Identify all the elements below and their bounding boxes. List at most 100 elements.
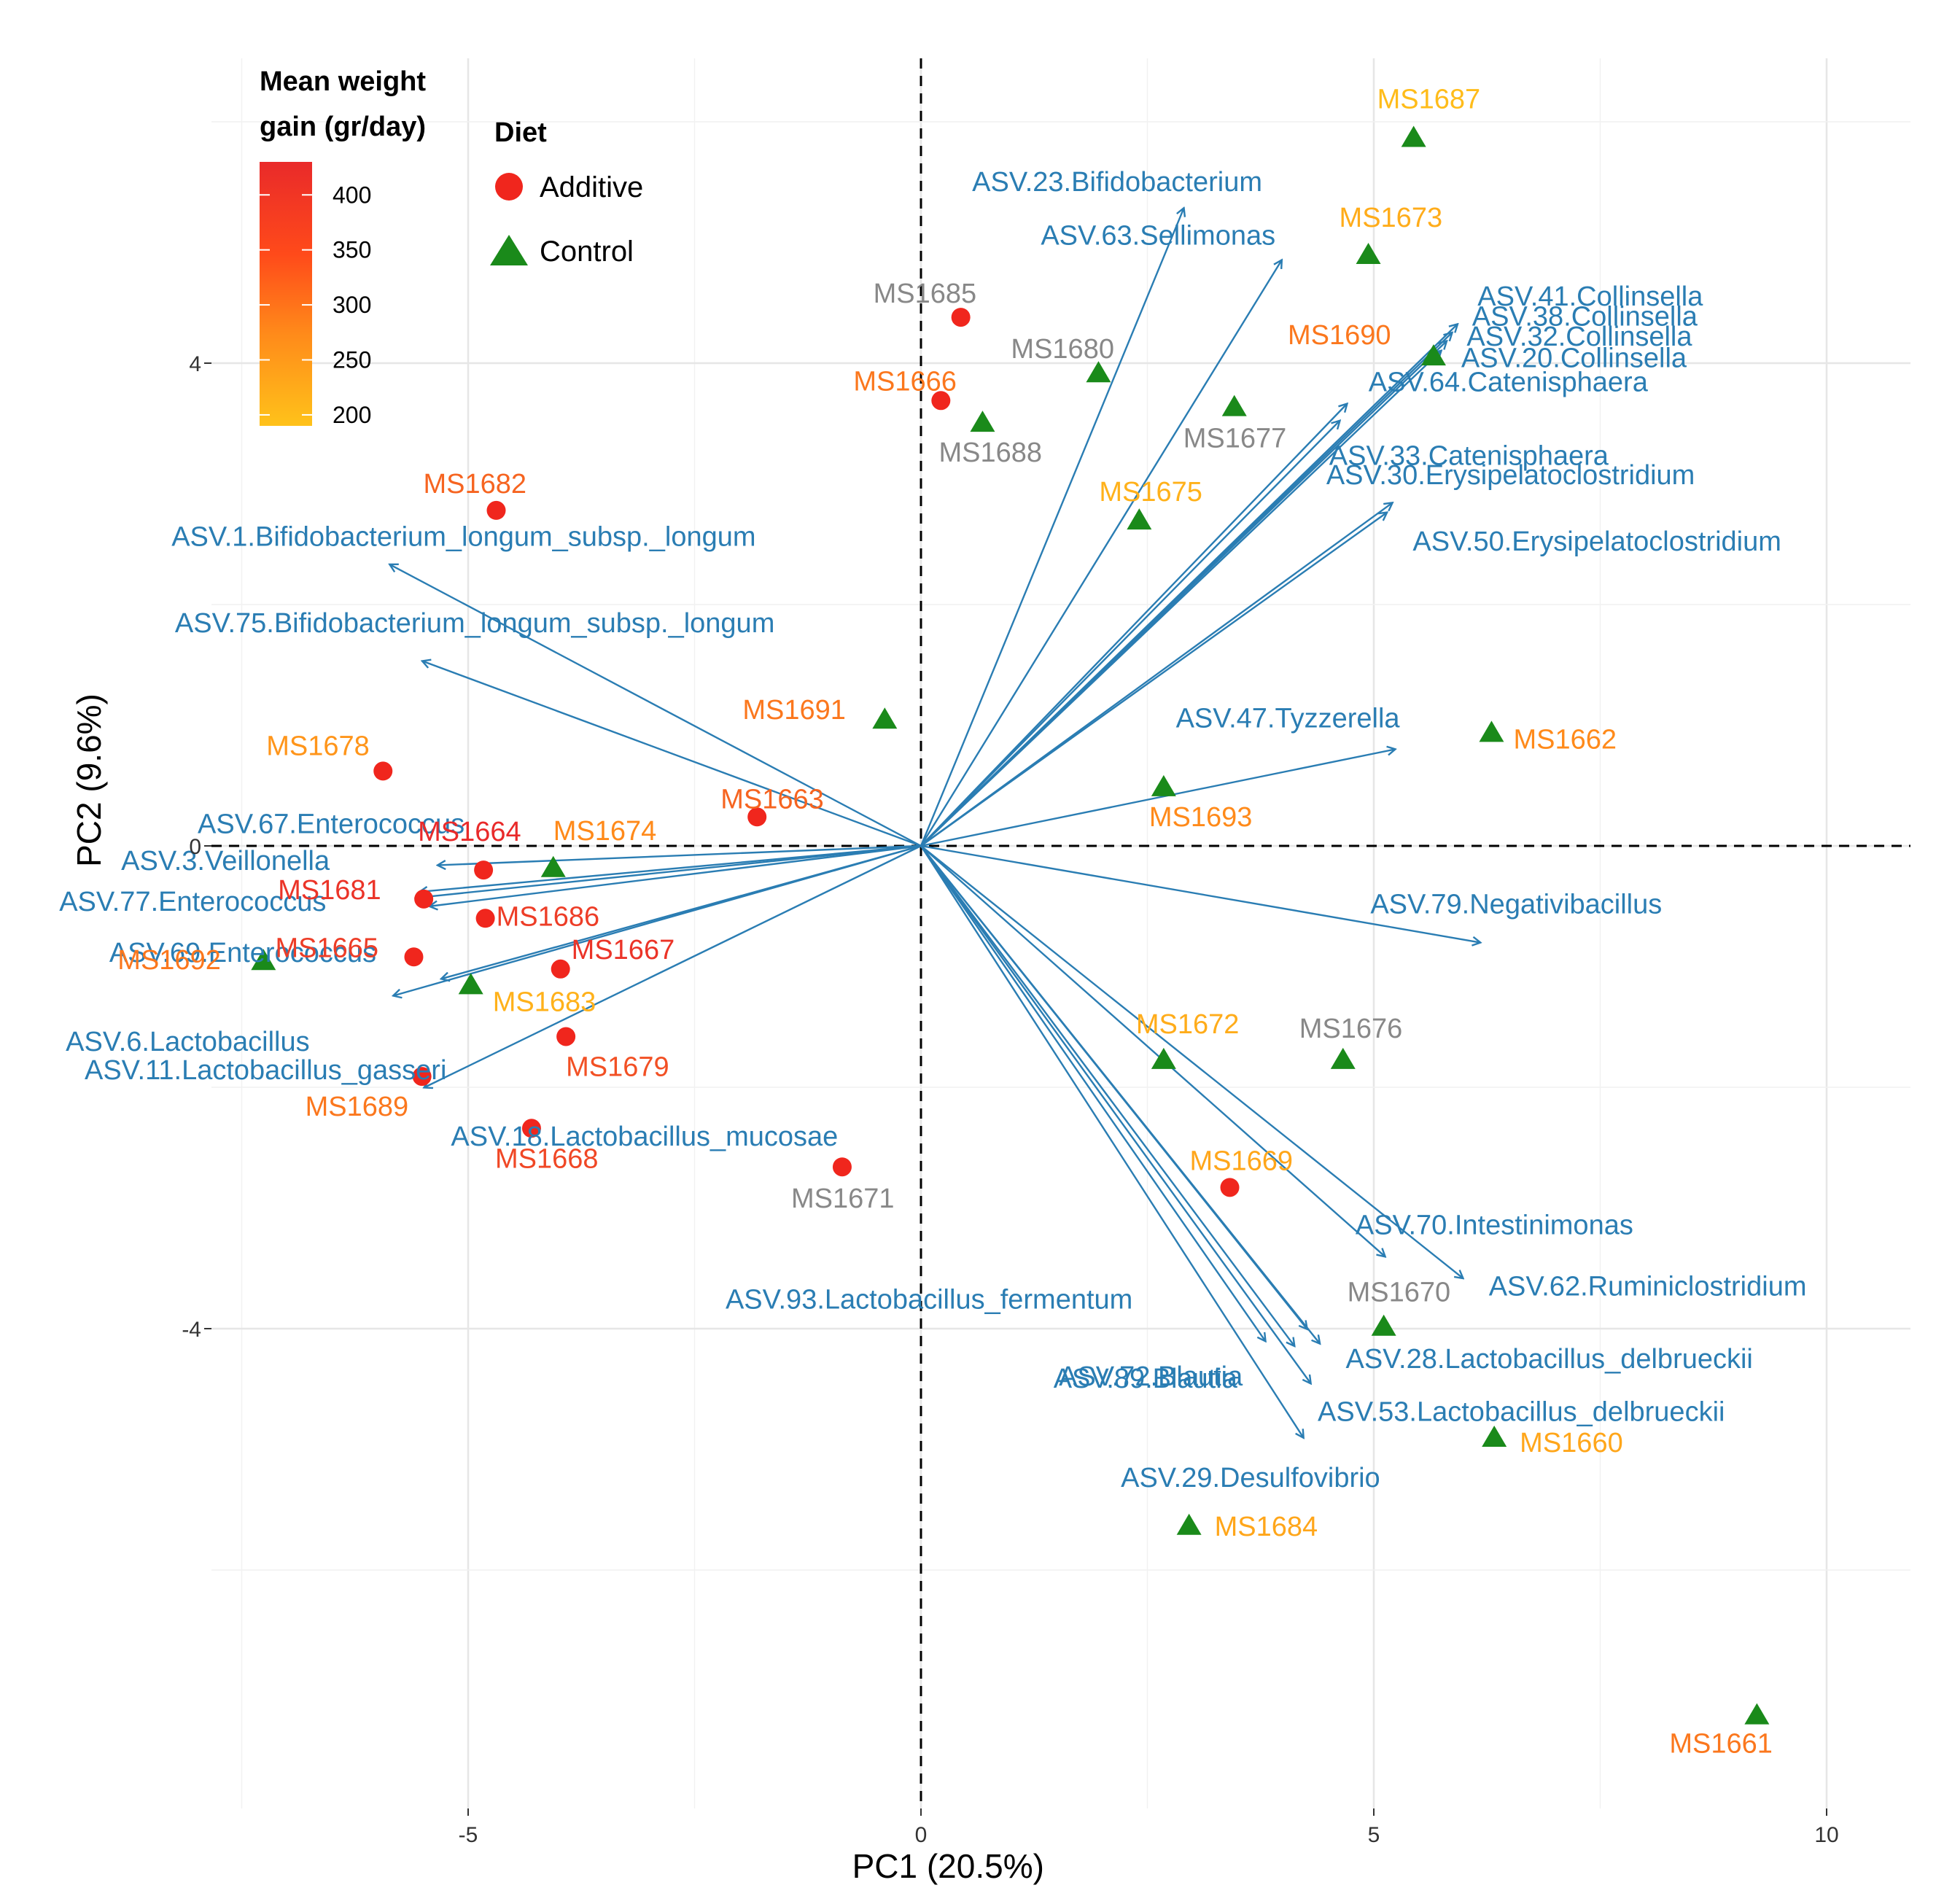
x-tick-label: 5 xyxy=(1368,1823,1380,1847)
loading-arrow xyxy=(920,260,1281,847)
sample-label: MS1684 xyxy=(1215,1512,1318,1542)
sample-points xyxy=(251,125,1770,1725)
legend-control-label: Control xyxy=(540,236,634,268)
sample-point-control xyxy=(1482,1425,1507,1447)
loading-arrow xyxy=(430,844,922,906)
loading-arrow xyxy=(920,351,1441,847)
loading-arrow xyxy=(920,421,1340,847)
y-tick-label: 4 xyxy=(189,352,201,376)
sample-label: MS1686 xyxy=(497,901,600,932)
loading-label: ASV.70.Intestinimonas xyxy=(1356,1211,1633,1241)
sample-label: MS1690 xyxy=(1288,320,1391,351)
x-tick-label: 0 xyxy=(915,1823,928,1847)
sample-point-control xyxy=(1479,720,1504,742)
sample-label: MS1670 xyxy=(1348,1278,1451,1308)
loading-label: ASV.20.Collinsella xyxy=(1461,343,1687,373)
sample-label: MS1666 xyxy=(853,366,957,397)
loading-arrow xyxy=(442,844,922,979)
loading-arrow xyxy=(423,661,922,847)
sample-label: MS1664 xyxy=(418,817,521,847)
sample-point-control xyxy=(1151,774,1176,796)
sample-label: MS1668 xyxy=(495,1143,599,1174)
axes: -5 0 5 10 -4 0 4 PC1 (20.5%) PC2 (9.6%) xyxy=(70,352,1839,1885)
sample-point-additive xyxy=(832,1157,852,1177)
sample-point-control xyxy=(1420,344,1446,366)
legend-additive-label: Additive xyxy=(540,171,643,203)
loading-label: ASV.6.Lactobacillus xyxy=(66,1027,310,1057)
loading-arrow xyxy=(920,845,1265,1341)
sample-point-control xyxy=(970,411,995,432)
loading-label: ASV.75.Bifidobacterium_longum_subsp._lon… xyxy=(175,608,774,639)
sample-label: MS1665 xyxy=(275,933,378,963)
loading-label: ASV.77.Enterococcus xyxy=(59,887,326,917)
loading-arrow xyxy=(920,513,1386,847)
sample-label: MS1681 xyxy=(278,875,381,906)
sample-label: MS1671 xyxy=(791,1184,895,1214)
sample-label: MS1679 xyxy=(566,1052,669,1082)
sample-label: MS1669 xyxy=(1190,1146,1294,1176)
y-axis-title: PC2 (9.6%) xyxy=(70,693,108,867)
loading-arrow xyxy=(920,404,1347,847)
colorbar-title-line2: gain (gr/day) xyxy=(260,112,426,142)
sample-point-control xyxy=(1356,243,1381,265)
sample-label: MS1692 xyxy=(117,945,221,976)
colorbar-tick-label: 250 xyxy=(333,347,371,373)
sample-point-control xyxy=(1744,1703,1770,1725)
sample-label: MS1682 xyxy=(424,469,527,500)
loading-arrow xyxy=(420,844,922,892)
sample-label: MS1688 xyxy=(938,438,1042,468)
sample-point-control xyxy=(1371,1314,1396,1336)
loading-arrow xyxy=(390,564,922,847)
sample-label: MS1687 xyxy=(1377,85,1481,115)
loading-arrow xyxy=(438,844,922,865)
loading-arrows xyxy=(390,209,1480,1437)
sample-point-control xyxy=(1086,361,1111,383)
sample-point-control xyxy=(1221,395,1247,416)
sample-label: MS1667 xyxy=(572,935,675,965)
sample-point-additive xyxy=(373,761,393,781)
loading-label: ASV.3.Veillonella xyxy=(121,846,330,877)
labels: ASV.23.Bifidobacterium ASV.63.Sellimonas A… xyxy=(59,85,1806,1760)
loading-arrow xyxy=(920,845,1310,1383)
loading-label: ASV.23.Bifidobacterium xyxy=(972,167,1262,198)
loading-label: ASV.18.Lactobacillus_mucosae xyxy=(451,1122,838,1152)
colorbar-title-line1: Mean weight xyxy=(260,66,426,97)
sample-point-additive xyxy=(556,1027,576,1046)
loading-arrow xyxy=(920,750,1395,847)
sample-point-additive xyxy=(486,500,506,520)
sample-point-control xyxy=(1401,125,1426,147)
loading-label: ASV.1.Bifidobacterium_longum_subsp._long… xyxy=(171,521,755,552)
colorbar-tick-label: 300 xyxy=(333,292,371,318)
loading-arrow xyxy=(920,845,1385,1256)
colorbar-tick-label: 400 xyxy=(333,182,371,208)
sample-label: MS1661 xyxy=(1669,1729,1773,1760)
loading-arrow xyxy=(920,845,1463,1278)
loading-arrow xyxy=(920,209,1183,847)
loading-label: ASV.93.Lactobacillus_fermentum xyxy=(726,1285,1132,1316)
sample-point-additive xyxy=(551,959,570,979)
y-tick-label: -4 xyxy=(182,1318,201,1342)
sample-label: MS1660 xyxy=(1520,1428,1623,1458)
sample-point-additive xyxy=(1220,1178,1240,1197)
legend-additive-circle-icon xyxy=(495,173,523,201)
loading-label: ASV.28.Lactobacillus_delbrueckii xyxy=(1345,1344,1752,1375)
sample-point-additive xyxy=(474,860,494,880)
loading-label: ASV.79.Negativibacillus xyxy=(1370,889,1662,920)
sample-point-additive xyxy=(404,947,424,967)
sample-label: MS1672 xyxy=(1136,1009,1240,1040)
sample-point-control xyxy=(1151,1047,1176,1069)
sample-point-control xyxy=(1330,1047,1356,1069)
colorbar-tick-label: 350 xyxy=(333,237,371,263)
colorbar-tick-label: 200 xyxy=(333,402,371,428)
loading-label: ASV.50.Erysipelatoclostridium xyxy=(1412,526,1781,557)
x-tick-label: 10 xyxy=(1814,1823,1838,1847)
y-tick-label: 0 xyxy=(189,835,201,859)
sample-point-additive xyxy=(521,1119,541,1138)
x-tick-label: -5 xyxy=(459,1823,478,1847)
x-axis-title: PC1 (20.5%) xyxy=(852,1847,1044,1885)
sample-label: MS1693 xyxy=(1149,802,1253,833)
sample-label: MS1691 xyxy=(742,695,846,726)
loading-label: ASV.67.Enterococcus xyxy=(198,809,464,839)
loading-arrow xyxy=(920,844,1480,942)
